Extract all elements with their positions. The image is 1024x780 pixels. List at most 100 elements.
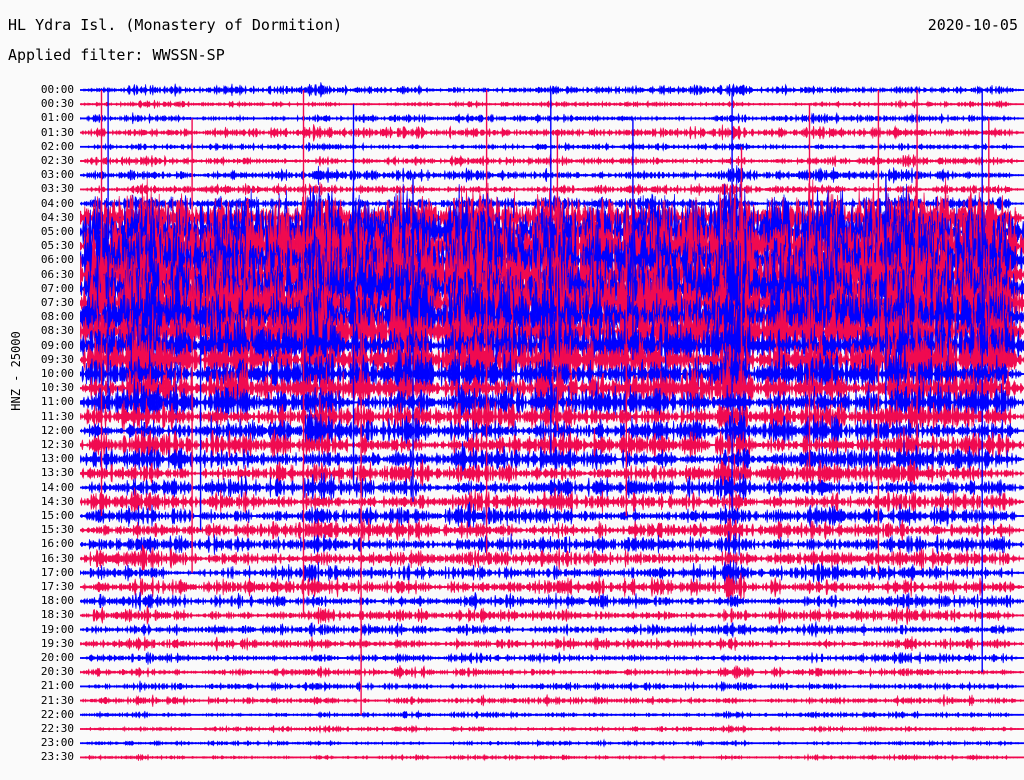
time-tick-label: 07:00 [40, 281, 74, 295]
trace-row [80, 724, 1024, 734]
trace-row [80, 153, 1024, 168]
trace-row [80, 124, 1024, 142]
trace-row [80, 680, 1024, 693]
glitch-spike [191, 118, 193, 573]
trace-row [80, 165, 1024, 186]
time-tick-label: 23:30 [40, 750, 74, 764]
time-tick-label: 00:00 [40, 83, 74, 96]
time-axis-ticks: 00:00 00:30 01:00 01:30 02:00 02:30 03:00 03:30… [0, 0, 80, 780]
time-tick-label: 19:30 [40, 636, 74, 650]
trace-row [80, 501, 1024, 530]
time-tick-label: 00:30 [40, 97, 74, 111]
trace-row [80, 377, 1024, 428]
time-tick-label: 17:30 [40, 580, 74, 593]
time-tick-label: 17:00 [40, 565, 74, 579]
time-tick-label: 19:00 [40, 622, 74, 636]
trace-row [80, 738, 1024, 748]
glitch-spike [199, 203, 202, 531]
time-tick-label: 03:30 [40, 182, 74, 196]
time-tick-label: 13:00 [40, 452, 74, 466]
time-tick-label: 20:00 [40, 651, 74, 664]
glitch-spike [808, 104, 811, 474]
time-tick-label: 04:30 [40, 210, 74, 224]
time-tick-label: 22:00 [40, 707, 74, 721]
time-tick-label: 07:30 [40, 296, 74, 309]
trace-row [80, 636, 1024, 652]
trace-row [80, 426, 1024, 465]
seismic-traces [80, 82, 1024, 762]
time-tick-label: 22:30 [40, 722, 74, 735]
trace-row [80, 518, 1024, 543]
trace-row [80, 709, 1024, 720]
trace-row [80, 665, 1024, 680]
time-tick-label: 13:30 [40, 466, 74, 480]
glitch-spike [877, 90, 880, 573]
time-tick-label: 01:30 [40, 125, 74, 139]
trace-row [80, 487, 1024, 516]
glitch-spike [352, 104, 355, 488]
trace-row [80, 694, 1024, 707]
glitch-spike [556, 132, 559, 431]
time-tick-label: 02:30 [40, 154, 74, 167]
time-tick-label: 09:30 [40, 352, 74, 366]
time-tick-label: 01:00 [40, 111, 74, 125]
time-tick-label: 18:30 [40, 608, 74, 622]
trace-row [80, 621, 1024, 638]
trace-row [80, 141, 1024, 152]
page-title: HL Ydra Isl. (Monastery of Dormition) [8, 16, 343, 34]
glitch-spike [625, 246, 627, 516]
glitch-spike [981, 90, 983, 673]
glitch-spike [550, 90, 552, 460]
time-tick-label: 11:30 [40, 409, 74, 423]
helicorder-plot [80, 80, 1024, 780]
time-tick-label: 12:00 [40, 423, 74, 437]
trace-row [80, 753, 1024, 762]
time-tick-label: 23:00 [40, 736, 74, 750]
trace-row [80, 181, 1024, 197]
trace-row [80, 605, 1024, 626]
trace-row [80, 440, 1024, 480]
time-tick-label: 21:00 [40, 679, 74, 693]
trace-row [80, 337, 1024, 413]
trace-row [80, 453, 1024, 493]
time-tick-label: 04:00 [40, 196, 74, 210]
time-tick-label: 11:00 [40, 395, 74, 409]
glitch-spike [916, 90, 918, 445]
time-tick-label: 05:30 [40, 239, 74, 253]
time-tick-label: 15:00 [40, 509, 74, 522]
time-tick-label: 02:00 [40, 139, 74, 153]
time-tick-label: 03:00 [40, 168, 74, 182]
trace-row [80, 406, 1024, 454]
glitch-spike [740, 146, 743, 389]
glitch-spike [632, 118, 634, 360]
trace-row [80, 111, 1024, 125]
glitch-spike [100, 90, 103, 516]
time-tick-label: 10:00 [40, 367, 74, 380]
glitch-spike [885, 175, 887, 403]
record-date: 2020-10-05 [927, 16, 1018, 34]
time-tick-label: 14:30 [40, 494, 74, 508]
time-tick-label: 10:30 [40, 381, 74, 395]
trace-row [80, 99, 1024, 109]
time-tick-label: 20:30 [40, 665, 74, 679]
time-tick-label: 12:30 [40, 438, 74, 451]
trace-row [80, 651, 1024, 665]
trace-row [80, 82, 1024, 98]
time-tick-label: 09:00 [40, 338, 74, 352]
trace-row [80, 472, 1024, 504]
time-tick-label: 15:30 [40, 523, 74, 537]
time-tick-label: 08:00 [40, 310, 74, 324]
trace-row [80, 544, 1024, 572]
time-tick-label: 08:30 [40, 324, 74, 338]
glitch-spike [731, 90, 733, 516]
time-tick-label: 16:00 [40, 537, 74, 551]
trace-row [80, 572, 1024, 601]
applied-filter-label: Applied filter: WWSSN-SP [8, 46, 225, 64]
trace-row [80, 530, 1024, 558]
glitch-spike [988, 118, 990, 375]
time-tick-label: 18:00 [40, 594, 74, 608]
glitch-spike [302, 90, 305, 616]
time-tick-label: 06:00 [40, 253, 74, 267]
time-tick-label: 06:30 [40, 267, 74, 281]
